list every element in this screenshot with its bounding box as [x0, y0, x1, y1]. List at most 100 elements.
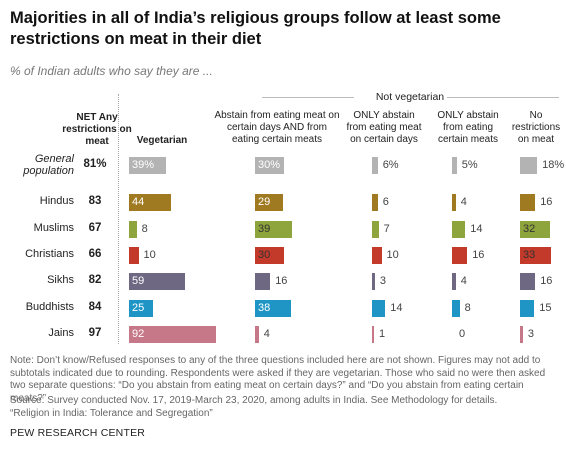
- bar-buddhists-s4: [520, 300, 535, 317]
- bar-general-population-s0: [129, 157, 167, 174]
- row-label-christians: Christians: [25, 248, 74, 260]
- value-label-muslims-s4: 32: [523, 223, 536, 235]
- chart-note: Note: Don’t know/Refused responses to an…: [10, 355, 546, 404]
- net-value-buddhists: 84: [88, 301, 102, 313]
- row-label-sikhs: Sikhs: [47, 274, 74, 286]
- bar-general-population-s3: [452, 157, 457, 174]
- chart-title: Majorities in all of India’s religious g…: [10, 9, 501, 48]
- source-line: Source: Survey conducted Nov. 17, 2019-M…: [10, 395, 498, 406]
- value-label-buddhists-s3: 8: [464, 302, 471, 314]
- value-label-jains-s3: 0: [459, 328, 466, 340]
- value-label-sikhs-s3: 4: [460, 275, 467, 287]
- value-label-buddhists-s4: 15: [539, 302, 552, 314]
- value-label-muslims-s3: 14: [470, 223, 483, 235]
- value-label-jains-s2: 1: [379, 328, 386, 340]
- value-label-buddhists-s2: 14: [390, 302, 403, 314]
- value-label-muslims-s0: 8: [141, 223, 148, 235]
- value-label-jains-s1: 4: [263, 328, 270, 340]
- value-label-buddhists-s0: 25: [132, 302, 145, 314]
- row-label-jains: Jains: [48, 327, 74, 339]
- bar-sikhs-s0: [129, 273, 186, 290]
- bar-hindus-s1: [255, 194, 283, 211]
- bar-sikhs-s1: [255, 273, 271, 290]
- bar-muslims-s3: [452, 221, 466, 238]
- value-label-hindus-s4: 16: [540, 196, 553, 208]
- value-label-sikhs-s2: 3: [379, 275, 386, 287]
- bar-sikhs-s3: [452, 273, 456, 290]
- bar-christians-s2: [372, 247, 382, 264]
- bar-muslims-s4: [520, 221, 551, 238]
- value-label-sikhs-s4: 16: [540, 275, 553, 287]
- net-value-general-population: 81%: [83, 158, 107, 170]
- net-column-divider: [118, 94, 120, 344]
- net-value-muslims: 67: [88, 222, 102, 234]
- bar-sikhs-s4: [520, 273, 536, 290]
- pew-credit: PEW RESEARCH CENTER: [10, 427, 146, 439]
- bar-buddhists-s1: [255, 300, 292, 317]
- value-label-buddhists-s1: 38: [258, 302, 271, 314]
- bar-buddhists-s0: [129, 300, 153, 317]
- series-header-only-days: ONLY abstain from eating meat on certain…: [346, 110, 422, 145]
- value-label-sikhs-s1: 16: [275, 275, 288, 287]
- bar-jains-s4: [520, 326, 523, 343]
- bar-muslims-s2: [372, 221, 379, 238]
- bar-general-population-s4: [520, 157, 538, 174]
- bar-jains-s2: [372, 326, 374, 343]
- bar-jains-s0: [129, 326, 217, 343]
- bar-muslims-s1: [255, 221, 293, 238]
- net-column-header: NET Any restrictions on meat: [62, 112, 132, 147]
- value-label-hindus-s2: 6: [382, 196, 389, 208]
- bar-christians-s1: [255, 247, 284, 264]
- value-label-jains-s0: 92: [132, 328, 145, 340]
- report-title: “Religion in India: Tolerance and Segreg…: [10, 407, 213, 419]
- value-label-hindus-s1: 29: [258, 196, 271, 208]
- bar-hindus-s2: [372, 194, 378, 211]
- value-label-christians-s0: 10: [143, 249, 156, 261]
- row-label-hindus: Hindus: [39, 195, 74, 207]
- bar-hindus-s4: [520, 194, 536, 211]
- value-label-general-population-s1: 30%: [258, 159, 281, 171]
- bar-christians-s3: [452, 247, 468, 264]
- row-label-buddhists: Buddhists: [25, 301, 74, 313]
- value-label-christians-s1: 30: [258, 249, 271, 261]
- group-header-rule-left: [262, 97, 354, 98]
- value-label-general-population-s3: 5%: [461, 159, 478, 171]
- row-label-muslims: Muslims: [33, 222, 74, 234]
- bar-hindus-s3: [452, 194, 456, 211]
- value-label-hindus-s3: 4: [460, 196, 467, 208]
- net-value-hindus: 83: [88, 195, 102, 207]
- bar-christians-s0: [129, 247, 139, 264]
- group-header-rule-right: [447, 97, 559, 98]
- value-label-christians-s2: 10: [386, 249, 399, 261]
- bar-hindus-s0: [129, 194, 171, 211]
- bar-buddhists-s3: [452, 300, 460, 317]
- value-label-muslims-s1: 39: [258, 223, 271, 235]
- bar-general-population-s1: [255, 157, 284, 174]
- value-label-general-population-s4: 18%: [542, 159, 565, 171]
- series-header-no-restrictions: No restrictions on meat: [511, 110, 561, 145]
- net-value-christians: 66: [88, 248, 102, 260]
- chart-subtitle: % of Indian adults who say they are ...: [10, 64, 213, 78]
- bar-general-population-s2: [372, 157, 378, 174]
- bar-sikhs-s2: [372, 273, 375, 290]
- group-header-not-vegetarian: Not vegetarian: [260, 91, 560, 103]
- value-label-sikhs-s0: 59: [132, 275, 145, 287]
- bar-muslims-s0: [129, 221, 137, 238]
- bar-christians-s4: [520, 247, 552, 264]
- net-value-sikhs: 82: [88, 274, 102, 286]
- value-label-muslims-s2: 7: [383, 223, 390, 235]
- value-label-christians-s3: 16: [472, 249, 485, 261]
- value-label-general-population-s2: 6%: [382, 159, 399, 171]
- net-value-jains: 97: [88, 327, 102, 339]
- value-label-christians-s4: 33: [523, 249, 536, 261]
- bar-buddhists-s2: [372, 300, 386, 317]
- value-label-jains-s4: 3: [527, 328, 534, 340]
- series-header-abstain-both: Abstain from eating meat on certain days…: [214, 110, 340, 145]
- series-header-vegetarian: Vegetarian: [136, 135, 188, 146]
- value-label-general-population-s0: 39%: [132, 159, 155, 171]
- series-header-only-meats: ONLY abstain from eating certain meats: [437, 110, 499, 145]
- bar-jains-s1: [255, 326, 259, 343]
- value-label-hindus-s0: 44: [132, 196, 145, 208]
- chart-source: Source: Survey conducted Nov. 17, 2019-M…: [10, 380, 562, 420]
- row-label-general-population: General population: [23, 153, 74, 177]
